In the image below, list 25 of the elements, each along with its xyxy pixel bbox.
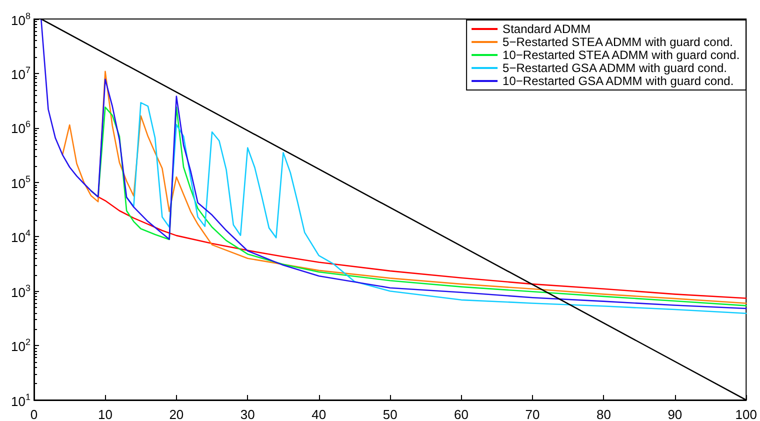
- x-tick-label: 80: [596, 407, 611, 421]
- x-tick-label: 10: [98, 407, 112, 421]
- x-tick-label: 90: [668, 407, 682, 421]
- y-tick-label: 10$^{6}$: [11, 119, 30, 136]
- y-tick-label: 10$^{1}$: [11, 392, 30, 408]
- legend-label: Standard ADMM: [502, 22, 591, 36]
- legend-label: 5−Restarted GSA ADMM with guard cond.: [502, 61, 728, 75]
- x-tick-label: 40: [312, 407, 326, 421]
- y-tick-label: 10$^{2}$: [11, 337, 30, 354]
- x-tick-label: 100: [735, 407, 758, 421]
- x-tick-label: 60: [454, 407, 469, 421]
- line-series: [40, 18, 747, 310]
- y-tick-label: 10$^{7}$: [11, 64, 30, 82]
- y-tick-label: 10$^{3}$: [11, 282, 30, 300]
- x-tick-label: 30: [240, 407, 255, 421]
- y-tick-label: 10$^{4}$: [11, 228, 30, 246]
- x-tick-label: 70: [525, 407, 540, 421]
- x-tick-label: 50: [382, 407, 398, 421]
- legend-label: 5−Restarted STEA ADMM with guard cond.: [502, 35, 734, 49]
- x-tick-label: 0: [30, 407, 38, 421]
- x-tick-label: 20: [169, 407, 184, 421]
- y-tick-label: 10$^{5}$: [11, 174, 30, 191]
- legend-label: 10−Restarted STEA ADMM with guard cond.: [502, 48, 740, 62]
- legend-label: 10−Restarted GSA ADMM with guard cond.: [502, 74, 734, 88]
- y-tick-label: 10$^{8}$: [11, 10, 30, 28]
